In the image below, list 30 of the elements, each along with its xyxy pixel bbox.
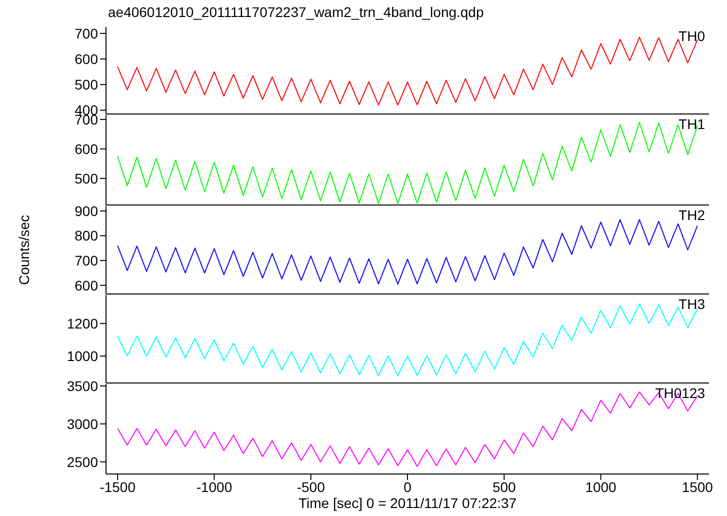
- y-tick-label: 1000: [66, 348, 98, 364]
- x-tick-label: -1500: [100, 478, 136, 495]
- x-tick-label: -1000: [196, 478, 232, 495]
- y-axis-title: Counts/sec: [16, 214, 32, 286]
- line-series: [117, 219, 698, 285]
- series-label: TH3: [678, 296, 705, 312]
- y-tick-label: 1200: [66, 315, 98, 332]
- x-tick-label: 0: [404, 478, 412, 495]
- y-tick-label: 800: [74, 228, 98, 244]
- y-tick-label: 900: [74, 202, 98, 219]
- y-tick-label: 500: [74, 76, 98, 93]
- x-tick-label: -500: [296, 478, 326, 495]
- x-tick-label: 1000: [585, 478, 617, 495]
- y-tick-label: 700: [74, 25, 98, 42]
- y-tick-label: 3000: [66, 416, 98, 432]
- x-tick-label: 500: [492, 478, 516, 495]
- x-tick-label: 1500: [682, 478, 714, 495]
- y-tick-label: 600: [74, 50, 98, 67]
- y-tick-label: 3500: [66, 378, 98, 394]
- series-label: TH1: [678, 116, 705, 132]
- series-label: TH0: [678, 28, 705, 44]
- y-tick-label: 600: [74, 140, 98, 157]
- series-label: TH2: [678, 207, 705, 223]
- chart-title: ae406012010_20111117072237_wam2_trn_4band_long.qdp: [108, 4, 484, 20]
- y-tick-label: 700: [74, 252, 98, 269]
- x-axis-title: Time [sec] 0 = 2011/11/17 07:22:37: [298, 495, 517, 511]
- series-label: TH0123: [655, 385, 705, 401]
- y-tick-label: 2500: [66, 454, 98, 470]
- y-tick-label: 500: [74, 170, 98, 186]
- y-tick-label: 600: [74, 277, 98, 294]
